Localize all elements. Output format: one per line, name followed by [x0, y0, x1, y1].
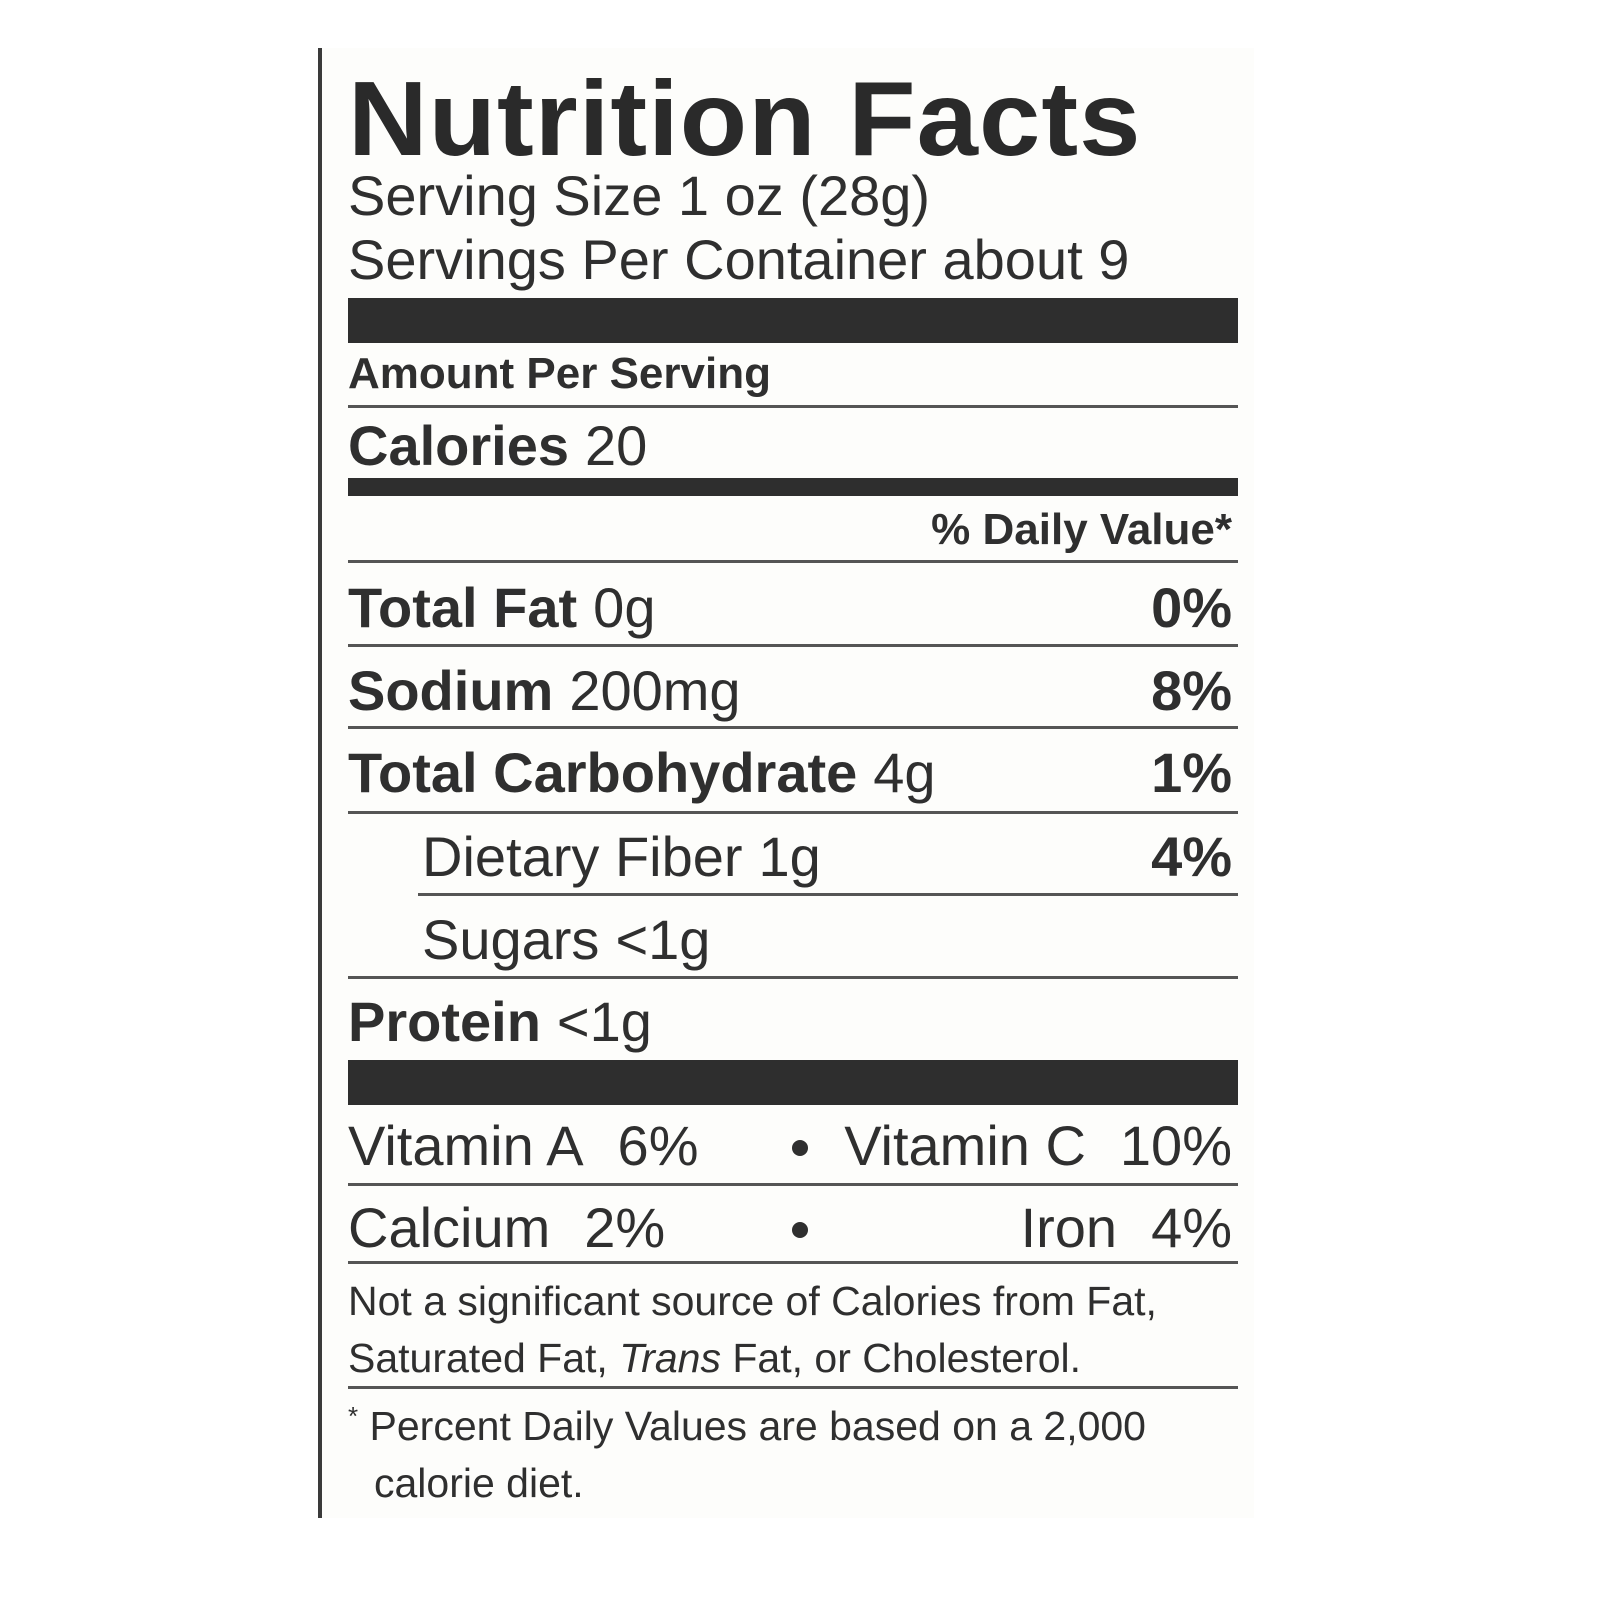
- footnote-line: Percent Daily Values are based on a 2,00…: [369, 1403, 1146, 1449]
- footnote-line: Not a significant source of Calories fro…: [348, 1278, 1157, 1324]
- nutrient-row-sodium: Sodium 200mg 8%: [348, 661, 1232, 721]
- nutrient-label: Sodium: [348, 659, 554, 722]
- nutrient-row-sugars: Sugars <1g: [422, 910, 1232, 970]
- thick-divider: [348, 1060, 1238, 1105]
- vitamin-label: Vitamin A: [348, 1114, 584, 1177]
- nutrient-dv: 0%: [1151, 576, 1232, 639]
- vitamin-row-2: Calcium 2% Iron 4%: [348, 1198, 1232, 1258]
- nutrition-facts-label: Nutrition Facts Serving Size 1 oz (28g) …: [318, 48, 1254, 1518]
- amount-per-serving: Amount Per Serving: [348, 349, 771, 398]
- nutrient-label: Sugars: [422, 908, 600, 971]
- vitamin-dv: 2%: [584, 1196, 666, 1259]
- footnote-italic: Trans: [619, 1335, 721, 1382]
- nutrient-amount: <1g: [556, 990, 652, 1053]
- vitamin-dv: 10%: [1119, 1114, 1232, 1177]
- calories-row: Calories 20: [348, 416, 1232, 476]
- serving-size: Serving Size 1 oz (28g): [348, 164, 931, 227]
- nutrient-dv: 4%: [1151, 825, 1232, 888]
- calories-label: Calories: [348, 414, 569, 477]
- divider: [348, 560, 1238, 563]
- divider: [348, 405, 1238, 408]
- nutrient-row-total-carbohydrate: Total Carbohydrate 4g 1%: [348, 743, 1232, 803]
- bullet-icon: [792, 1222, 808, 1238]
- vitamin-label: Vitamin C: [844, 1114, 1086, 1177]
- vitamin-label: Iron: [1020, 1196, 1118, 1259]
- divider: [348, 976, 1238, 979]
- nutrient-row-protein: Protein <1g: [348, 992, 1232, 1052]
- nutrient-amount: 0g: [593, 576, 656, 639]
- divider: [348, 1261, 1238, 1264]
- nutrient-label: Dietary Fiber: [422, 825, 743, 888]
- footnote-not-significant: Not a significant source of Calories fro…: [348, 1273, 1157, 1388]
- vitamin-dv: 6%: [617, 1114, 699, 1177]
- divider: [418, 893, 1238, 896]
- footnote-daily-values: * Percent Daily Values are based on a 2,…: [348, 1398, 1146, 1513]
- nutrient-row-total-fat: Total Fat 0g 0%: [348, 578, 1232, 638]
- daily-value-header: % Daily Value*: [931, 505, 1232, 554]
- bullet-icon: [792, 1140, 808, 1156]
- footnote-line: Fat, or Cholesterol.: [720, 1335, 1082, 1382]
- vitamin-row-1: Vitamin A 6% Vitamin C 10%: [348, 1116, 1232, 1176]
- vitamin-dv: 4%: [1151, 1196, 1232, 1259]
- calories-value: 20: [585, 414, 648, 477]
- footnote-line: Saturated Fat,: [348, 1335, 620, 1382]
- nutrient-row-dietary-fiber: Dietary Fiber 1g 4%: [422, 827, 1232, 887]
- nutrient-amount: <1g: [615, 908, 711, 971]
- divider: [348, 811, 1238, 814]
- divider: [348, 1183, 1238, 1186]
- nutrient-dv: 1%: [1151, 741, 1232, 804]
- footnote-line: calorie diet.: [374, 1460, 584, 1507]
- thick-divider: [348, 298, 1238, 343]
- nutrient-amount: 1g: [758, 825, 821, 888]
- nutrient-label: Total Carbohydrate: [348, 741, 858, 804]
- divider: [348, 644, 1238, 647]
- divider: [348, 726, 1238, 729]
- vitamin-label: Calcium: [348, 1196, 551, 1259]
- label-title: Nutrition Facts: [348, 60, 1142, 178]
- nutrient-amount: 200mg: [569, 659, 741, 722]
- nutrient-label: Total Fat: [348, 576, 578, 639]
- medium-divider: [348, 478, 1238, 496]
- asterisk: *: [348, 1401, 359, 1431]
- nutrient-dv: 8%: [1151, 659, 1232, 722]
- servings-per-container: Servings Per Container about 9: [348, 228, 1130, 291]
- nutrient-amount: 4g: [873, 741, 936, 804]
- nutrient-label: Protein: [348, 990, 541, 1053]
- divider: [348, 1386, 1238, 1389]
